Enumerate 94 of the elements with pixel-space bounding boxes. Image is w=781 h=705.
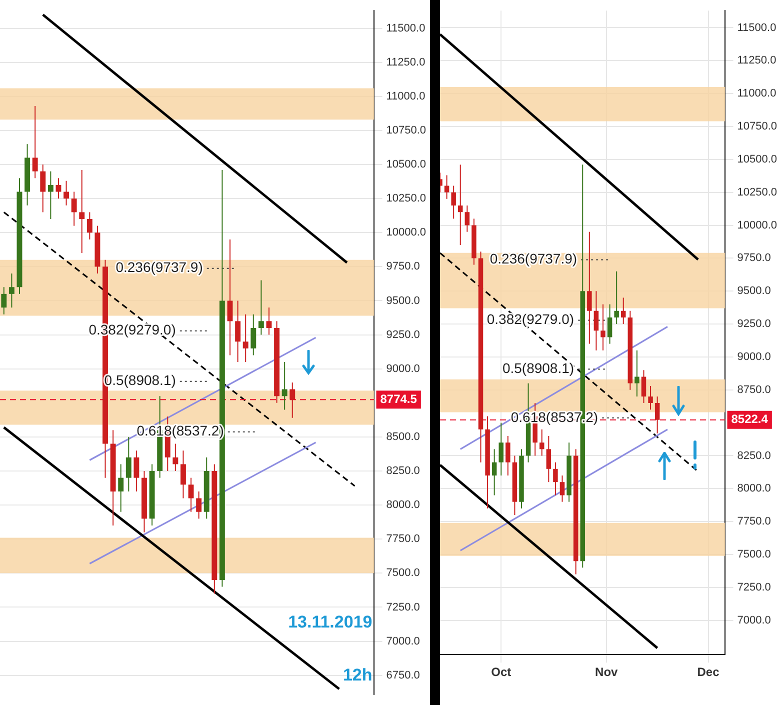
candlestick	[587, 231, 592, 344]
candlestick	[539, 428, 544, 456]
candlestick	[634, 350, 640, 397]
y-tick-label: 10500.0	[737, 153, 778, 166]
candlestick	[648, 385, 653, 410]
y-tick-label: 11000.0	[737, 88, 776, 100]
y-tick-label: 7250.0	[737, 581, 771, 594]
y-tick-label: 10750.0	[386, 124, 426, 136]
y-tick-label: 10000.0	[737, 219, 778, 232]
candlestick	[614, 270, 619, 325]
candlestick	[32, 105, 38, 179]
ref-line-label: 0.382(9279.0)	[486, 311, 574, 328]
y-tick-label: 11000.0	[386, 90, 426, 102]
y-tick-label: 7500.0	[386, 567, 420, 580]
ref-line-label: 8522.4	[731, 412, 768, 426]
candlestick	[235, 300, 241, 363]
y-tick-label: 8000.0	[737, 482, 771, 495]
ref-line-label: 0.236(9737.9)	[490, 250, 578, 267]
candlestick	[600, 304, 606, 351]
candlestick	[227, 238, 233, 356]
x-tick-label: Dec	[697, 665, 720, 680]
y-tick-label: 9250.0	[386, 328, 420, 341]
y-tick-label: 8000.0	[386, 499, 420, 512]
y-tick-label: 7500.0	[737, 548, 771, 561]
candlestick	[1, 286, 7, 315]
y-tick-label: 8250.0	[386, 465, 420, 478]
candlestick	[258, 280, 264, 336]
x-tick-label: Nov	[595, 665, 618, 680]
candlestick	[250, 314, 256, 356]
y-tick-label: 11500.0	[737, 22, 776, 34]
y-tick-label: 7000.0	[386, 635, 420, 648]
candlestick	[594, 290, 599, 351]
candlestick	[266, 307, 272, 336]
y-tick-label: 7250.0	[386, 601, 420, 614]
candlestick	[641, 370, 646, 404]
y-tick-label: 9750.0	[737, 252, 771, 264]
y-tick-label: 9750.0	[386, 260, 420, 273]
y-tick-label: 9250.0	[737, 318, 771, 330]
candlestick	[546, 435, 552, 483]
y-tick-label: 8750.0	[737, 384, 771, 396]
candlestick	[64, 180, 69, 206]
candlestick	[56, 178, 62, 200]
candlestick	[444, 174, 450, 200]
x-tick-label: Oct	[491, 665, 512, 680]
candlestick	[607, 304, 612, 344]
candlestick	[71, 191, 77, 226]
candlestick	[498, 422, 504, 476]
candlestick	[86, 212, 92, 240]
candlestick	[172, 443, 178, 472]
y-tick-label: 11250.0	[386, 56, 426, 68]
candlestick	[451, 185, 456, 220]
candlestick	[196, 490, 202, 520]
candlestick	[282, 362, 288, 410]
y-tick-label: 7000.0	[737, 614, 771, 626]
y-tick-label: 9500.0	[386, 294, 420, 307]
ref-line-label: 0.236(9737.9)	[116, 259, 203, 276]
candlestick	[620, 297, 626, 325]
y-tick-label: 10250.0	[386, 192, 426, 205]
candlestick	[464, 205, 470, 232]
candlestick	[40, 164, 46, 213]
candlestick	[134, 450, 140, 492]
y-tick-label: 10500.0	[386, 158, 426, 171]
y-tick-label: 9000.0	[737, 350, 771, 363]
y-tick-label: 8250.0	[737, 450, 771, 462]
ref-line-label: 0.5(8908.1)	[502, 360, 574, 376]
y-tick-label: 7750.0	[737, 516, 771, 528]
candlestick	[118, 464, 124, 512]
y-tick-label: 11500.0	[386, 22, 426, 34]
candlestick	[560, 474, 565, 502]
candlestick	[126, 436, 132, 492]
candlestick	[654, 396, 660, 434]
y-tick-label: 10000.0	[386, 226, 426, 239]
annotation: 12h	[342, 665, 372, 684]
candlestick	[79, 169, 85, 254]
y-tick-label: 10750.0	[737, 120, 778, 133]
y-tick-label: 7750.0	[386, 533, 420, 546]
candlestick	[8, 272, 14, 308]
candlestick	[48, 170, 54, 220]
ref-line-label: 8774.5	[380, 392, 418, 406]
y-tick-label: 9500.0	[737, 285, 771, 298]
candlestick	[458, 164, 463, 246]
candlestick	[188, 477, 194, 512]
candlestick	[180, 450, 186, 499]
y-tick-label: 8500.0	[386, 430, 420, 443]
candlestick	[242, 314, 248, 363]
candlestick	[553, 462, 558, 496]
candlestick	[492, 448, 497, 496]
annotation: 13.11.2019	[288, 612, 372, 632]
y-tick-label: 6750.0	[386, 669, 420, 682]
y-tick-label: 9000.0	[386, 362, 420, 375]
candlestick	[290, 382, 296, 418]
y-tick-label: 10250.0	[737, 186, 778, 198]
y-tick-label: 11250.0	[737, 54, 776, 67]
candlestick	[506, 435, 510, 476]
